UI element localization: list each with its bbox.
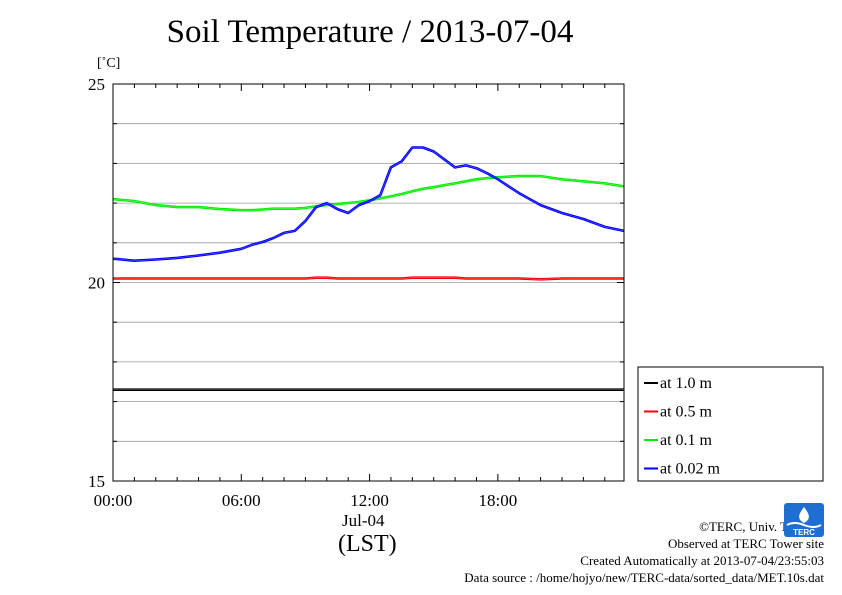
y-axis-unit: [˚C] xyxy=(97,56,121,71)
footer-credits: ©TERC, Univ. Tsukuba Observed at TERC To… xyxy=(464,518,824,586)
series-line-highlight xyxy=(112,147,625,262)
copyright-text: ©TERC, Univ. Tsukuba xyxy=(699,519,824,534)
terc-logo: TERC xyxy=(784,503,824,537)
x-axis-title: (LST) xyxy=(338,531,397,557)
x-tick-label: 06:00 xyxy=(222,491,261,510)
series-line xyxy=(112,174,625,212)
logo-text: TERC xyxy=(793,528,815,537)
y-tick-label: 25 xyxy=(88,75,105,94)
legend: at 1.0 m at 0.5 m at 0.1 m at 0.02 m xyxy=(637,366,824,482)
created-text: Created Automatically at 2013-07-04/23:5… xyxy=(580,553,824,568)
x-tick-label: 18:00 xyxy=(478,491,517,510)
observed-text: Observed at TERC Tower site xyxy=(667,536,824,551)
plot-series xyxy=(112,146,625,392)
y-tick-label: 20 xyxy=(88,274,105,293)
legend-box xyxy=(637,366,824,482)
grid-lines xyxy=(113,123,624,442)
legend-entry: at 0.1 m xyxy=(660,432,713,449)
chart-title: Soil Temperature / 2013-07-04 xyxy=(166,14,574,50)
legend-entry: at 0.5 m xyxy=(660,404,713,421)
series-line xyxy=(113,276,624,281)
y-tick-label: 15 xyxy=(88,472,105,491)
legend-entry: at 1.0 m xyxy=(660,375,713,392)
axis-ticks: 15 20 25 00:00 06:00 12:00 18:00 xyxy=(88,75,624,510)
x-axis-date-label: Jul-04 xyxy=(342,511,385,530)
data-source-text: Data source : /home/hojyo/new/TERC-data/… xyxy=(464,570,824,585)
legend-entry: at 0.02 m xyxy=(660,461,721,478)
x-tick-label: 00:00 xyxy=(94,491,133,510)
series-line-highlight xyxy=(112,175,625,211)
series-line-highlight xyxy=(113,277,624,280)
x-tick-label: 12:00 xyxy=(350,491,389,510)
series-line xyxy=(112,146,625,263)
